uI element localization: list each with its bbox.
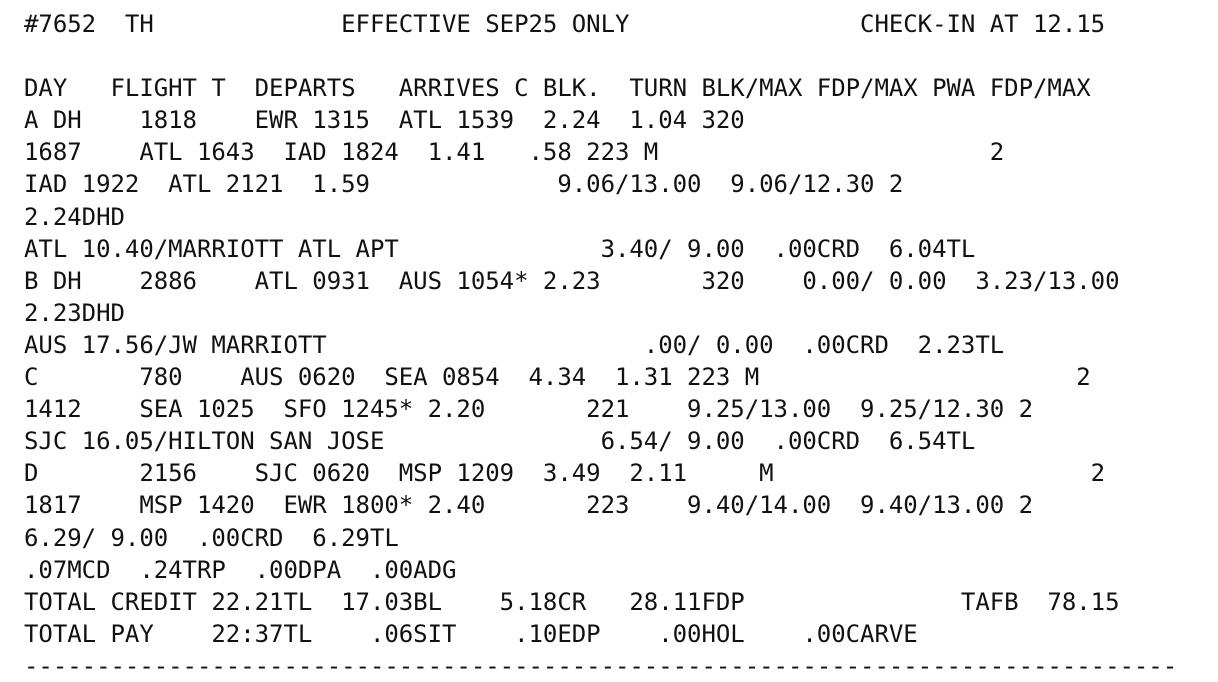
leg-line: 1817 MSP 1420 EWR 1800* 2.40 223 9.40/14…	[24, 491, 1033, 520]
layover-line: AUS 17.56/JW MARRIOTT .00/ 0.00 .00CRD 2…	[24, 330, 1005, 359]
layover-line: SJC 16.05/HILTON SAN JOSE 6.54/ 9.00 .00…	[24, 427, 976, 456]
leg-line: 1687 ATL 1643 IAD 1824 1.41 .58 223 M 2	[24, 138, 1005, 167]
leg-line: 1412 SEA 1025 SFO 1245* 2.20 221 9.25/13…	[24, 395, 1033, 424]
total-pay-line: TOTAL PAY 22:37TL .06SIT .10EDP .00HOL .…	[24, 619, 918, 648]
duty-summary-line: 6.29/ 9.00 .00CRD 6.29TL	[24, 523, 399, 552]
leg-line: IAD 1922 ATL 2121 1.59 9.06/13.00 9.06/1…	[24, 170, 904, 199]
leg-line: C 780 AUS 0620 SEA 0854 4.34 1.31 223 M …	[24, 363, 1091, 392]
leg-line: B DH 2886 ATL 0931 AUS 1054* 2.23 320 0.…	[24, 266, 1120, 295]
blank-line	[24, 40, 1177, 72]
deadhead-line: 2.24DHD	[24, 202, 125, 231]
pairing-sheet: #7652 TH EFFECTIVE SEP25 ONLY CHECK-IN A…	[24, 8, 1177, 682]
layover-line: ATL 10.40/MARRIOTT ATL APT 3.40/ 9.00 .0…	[24, 234, 976, 263]
column-header-line: DAY FLIGHT T DEPARTS ARRIVES C BLK. TURN…	[24, 74, 1091, 103]
total-credit-line: TOTAL CREDIT 22.21TL 17.03BL 5.18CR 28.1…	[24, 587, 1120, 616]
leg-line: D 2156 SJC 0620 MSP 1209 3.49 2.11 M 2	[24, 459, 1106, 488]
leg-line: A DH 1818 EWR 1315 ATL 1539 2.24 1.04 32…	[24, 106, 745, 135]
misc-credit-line: .07MCD .24TRP .00DPA .00ADG	[24, 555, 457, 584]
deadhead-line: 2.23DHD	[24, 298, 125, 327]
divider-rule: ----------------------------------------…	[24, 651, 1178, 680]
pairing-header-line: #7652 TH EFFECTIVE SEP25 ONLY CHECK-IN A…	[24, 10, 1106, 38]
